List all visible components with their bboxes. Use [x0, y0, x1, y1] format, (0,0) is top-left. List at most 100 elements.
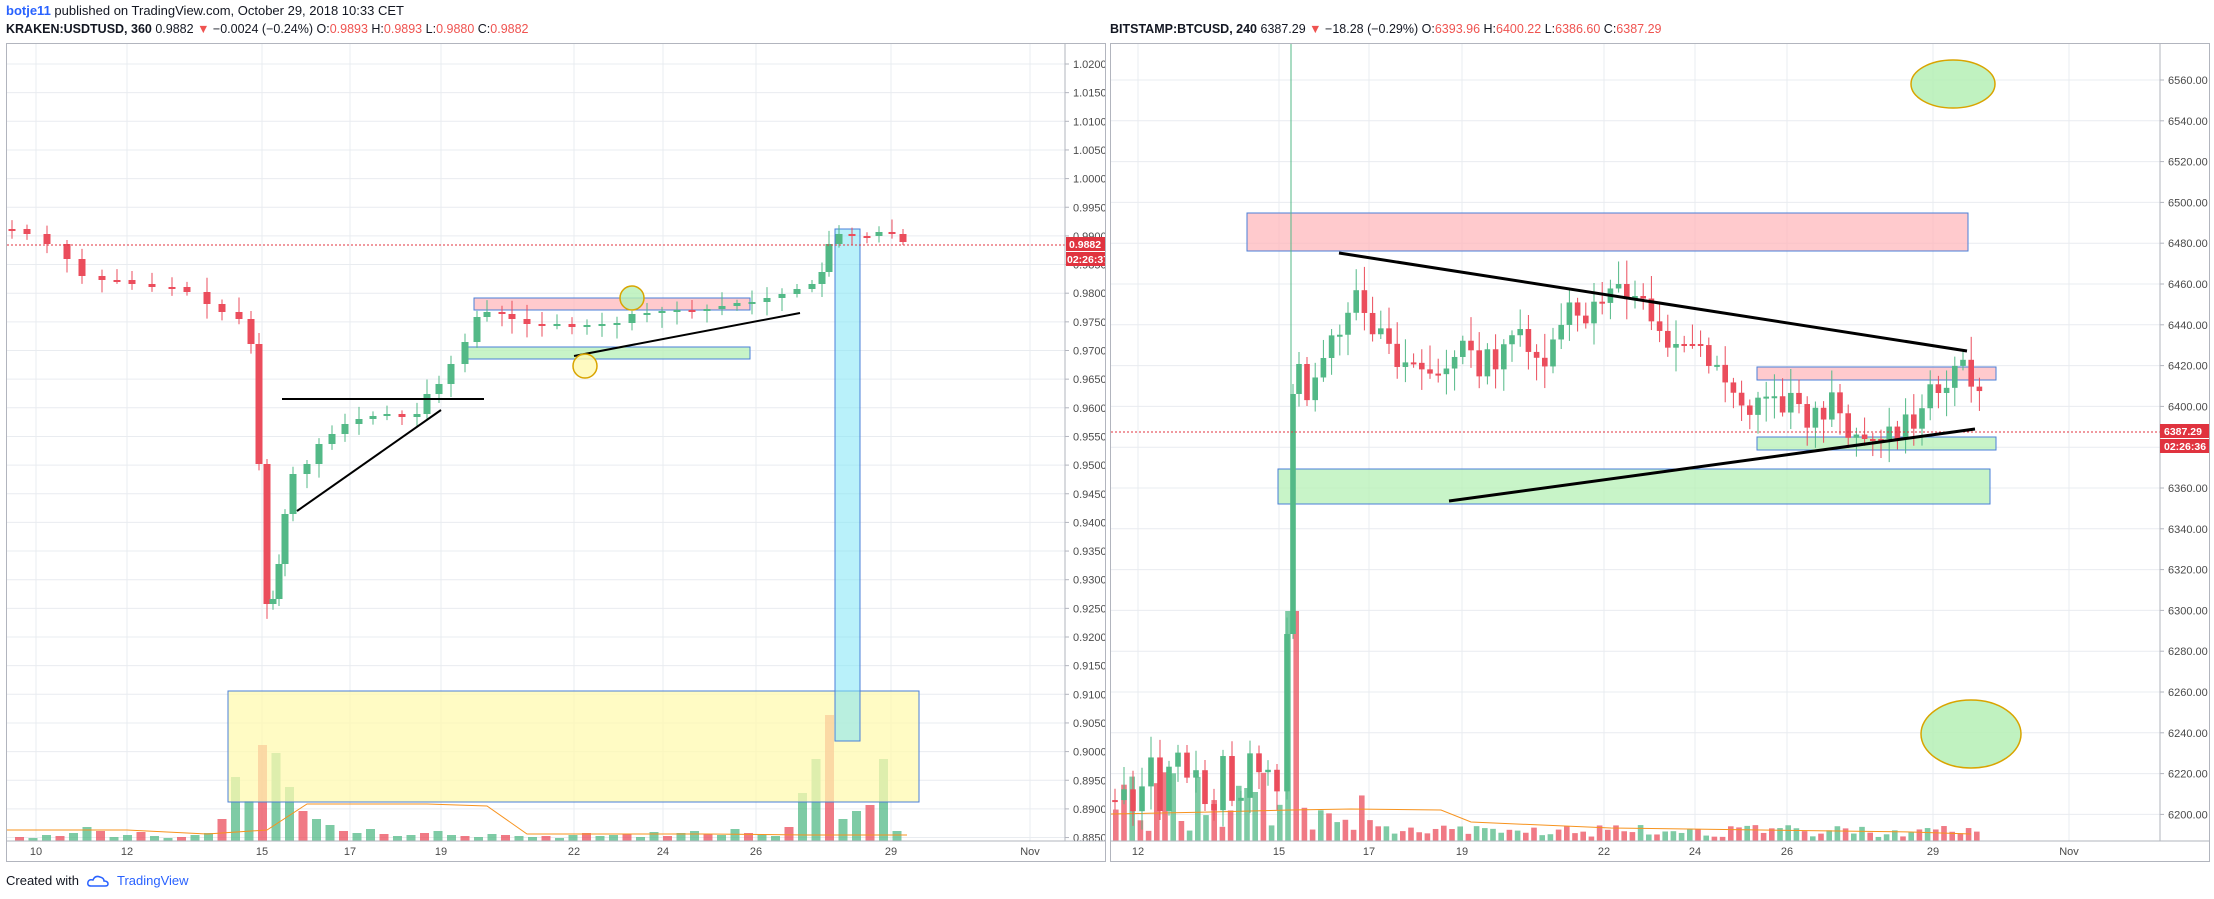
candle-body: [1296, 364, 1302, 394]
price-tick-label: 0.9500: [1073, 460, 1105, 472]
right-price: 6387.29: [1260, 22, 1306, 36]
right-countdown: 02:26:36: [2164, 441, 2206, 453]
volume-ma-line: [7, 803, 907, 836]
candle-body: [1274, 769, 1280, 792]
circle-marker-bottom[interactable]: [572, 353, 598, 379]
left-low-label: L:: [425, 22, 437, 36]
volume-bar: [865, 805, 875, 841]
volume-bar: [1728, 826, 1734, 841]
candle-body: [1665, 330, 1671, 348]
volume-bar: [1785, 825, 1791, 841]
price-tick-label: 0.9350: [1073, 546, 1105, 558]
cyan-spike-zone[interactable]: [834, 228, 861, 742]
candle-body: [1247, 753, 1253, 798]
candle-body: [255, 344, 263, 464]
price-tick-label: 0.9950: [1073, 202, 1105, 214]
candle-body: [1697, 344, 1704, 346]
volume-bar: [1203, 815, 1209, 841]
yellow-volume-zone[interactable]: [227, 690, 920, 803]
right-time-axis[interactable]: 12 15 17 19 22 24 26 29 Nov: [1111, 840, 2209, 858]
right-last-price-label: 6387.29: [2164, 426, 2202, 438]
candle-body: [1492, 349, 1499, 370]
volume-bar: [1678, 832, 1685, 841]
volume-bar: [1588, 836, 1595, 841]
volume-bar: [1252, 791, 1258, 841]
channel-trendline[interactable]: [573, 312, 801, 357]
target-ellipse-bottom[interactable]: [1920, 699, 2022, 769]
candle-body: [899, 234, 907, 242]
candle-body: [1501, 344, 1507, 370]
left-change: −0.0024 (−0.24%): [212, 22, 313, 36]
candle-body: [1139, 786, 1145, 812]
volume-bar: [1687, 828, 1693, 841]
candle-body: [1202, 770, 1208, 805]
target-ellipse-top[interactable]: [1910, 59, 1996, 109]
price-tick-label: 0.9700: [1073, 346, 1105, 358]
right-chart-panel[interactable]: 6560.00 6540.00 6520.00 6500.00 6480.00 6460.…: [1110, 43, 2210, 862]
left-chart-panel[interactable]: 1.0200 1.0150 1.0100 1.0050 1.0000 0.9950 0.99…: [6, 43, 1109, 862]
time-tick-label: 29: [1927, 846, 1939, 858]
publish-header: botje11 published on TradingView.com, Oc…: [6, 3, 404, 18]
candle-body: [1722, 364, 1728, 383]
volume-bar: [1851, 833, 1857, 841]
volume-bar: [244, 801, 254, 841]
volume-bar: [784, 827, 794, 841]
volume-bar: [298, 811, 308, 841]
left-time-axis[interactable]: 10 12 15 17 19 22 24 26 29 Nov: [7, 840, 1105, 858]
time-tick-label: 24: [1689, 846, 1701, 858]
volume-bar: [1719, 836, 1726, 841]
price-tick-label: 0.8900: [1073, 804, 1105, 816]
tradingview-brand-link[interactable]: TradingView: [116, 873, 189, 888]
candle-body: [1378, 328, 1384, 335]
candle-body: [1624, 284, 1630, 300]
volume-bar: [1457, 826, 1463, 841]
volume-bar: [1326, 813, 1332, 841]
price-tick-label: 1.0100: [1073, 116, 1105, 128]
left-symbol[interactable]: KRAKEN:USDTUSD, 360: [6, 22, 152, 36]
volume-bar: [1711, 836, 1718, 841]
upper-resistance-zone[interactable]: [1246, 212, 1969, 252]
volume-bar: [285, 787, 294, 841]
volume-bar: [582, 833, 591, 841]
time-tick-label: 19: [1456, 846, 1468, 858]
candle-body: [1435, 373, 1441, 376]
right-low-label: L:: [1544, 22, 1556, 36]
inner-resistance-zone[interactable]: [1756, 366, 1997, 381]
candle-body: [1968, 359, 1974, 387]
volume-bar: [231, 777, 240, 841]
right-symbol[interactable]: BITSTAMP:BTCUSD, 240: [1110, 22, 1258, 36]
candle-body: [1265, 769, 1271, 773]
left-drawings-front[interactable]: [7, 244, 1065, 512]
right-drawings-front[interactable]: [1111, 59, 2169, 769]
volume-bar: [730, 829, 740, 841]
volume-bar: [1580, 831, 1586, 841]
candle-body: [473, 317, 481, 342]
time-tick-label: 12: [1132, 846, 1144, 858]
volume-bar: [1908, 832, 1914, 841]
volume-bar: [420, 833, 429, 841]
rising-trendline[interactable]: [296, 409, 442, 512]
candle-body: [1615, 284, 1622, 289]
candle-body: [247, 319, 255, 344]
left-close-label: C:: [477, 22, 491, 36]
volume-bar: [1514, 830, 1521, 841]
candle-body: [643, 313, 651, 315]
candle-body: [275, 564, 283, 599]
left-price-axis[interactable]: 1.02001.01501.01001.00501.00000.99500.99…: [1064, 44, 1107, 845]
right-chart-canvas[interactable]: 6560.00 6540.00 6520.00 6500.00 6480.00 6460.…: [1110, 44, 2209, 861]
resistance-zone[interactable]: [473, 297, 751, 311]
descending-trendline[interactable]: [1338, 251, 1968, 353]
volume-bar: [1539, 835, 1545, 841]
volume-bar: [379, 834, 389, 841]
circle-marker-top[interactable]: [619, 285, 645, 311]
left-chart-canvas[interactable]: 1.02001.01501.01001.00501.00000.99500.99…: [7, 44, 1109, 861]
author-link[interactable]: botje11: [6, 3, 51, 18]
candle-body: [1238, 797, 1244, 801]
volume-bar: [1400, 831, 1406, 841]
candle-body: [718, 306, 726, 309]
volume-bar: [190, 835, 200, 841]
ascending-trendline[interactable]: [1448, 427, 1976, 503]
candle-body: [1369, 312, 1376, 335]
volume-bar: [541, 836, 551, 841]
candle-body: [1443, 368, 1450, 375]
